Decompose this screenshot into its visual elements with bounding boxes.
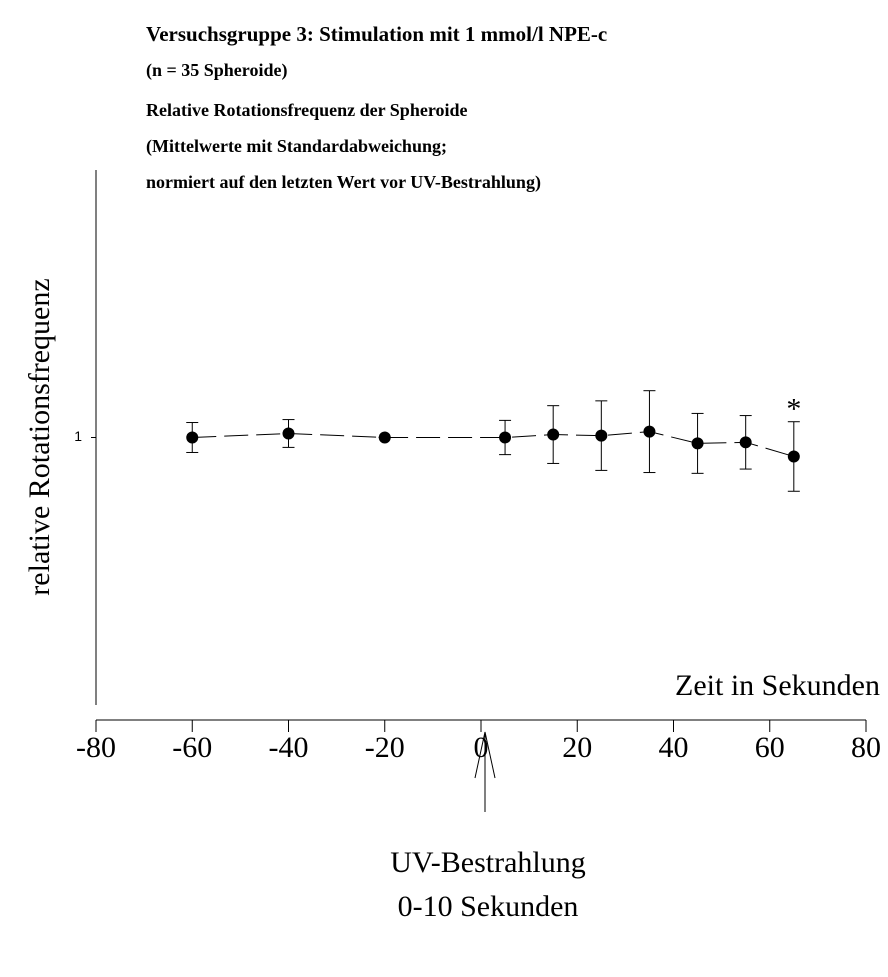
data-point <box>643 425 656 438</box>
data-point <box>282 427 295 440</box>
data-point <box>186 431 199 444</box>
subtitle: (n = 35 Spheroide) <box>146 60 287 81</box>
x-tick-label: -80 <box>76 731 116 764</box>
subtitle: normiert auf den letzten Wert vor UV-Bes… <box>146 172 541 193</box>
data-point <box>547 428 560 441</box>
x-tick-label: 80 <box>851 731 881 764</box>
annotation: UV-Bestrahlung <box>390 846 586 879</box>
x-tick-label: 0 <box>474 731 489 764</box>
x-tick-label: 20 <box>562 731 592 764</box>
x-tick-label: -20 <box>365 731 405 764</box>
data-point <box>739 436 752 449</box>
arrow-head <box>474 731 496 779</box>
x-axis-label: Zeit in Sekunden <box>675 669 880 702</box>
data-point <box>595 429 608 442</box>
y-tick-label: 1 <box>74 428 82 444</box>
chart-title: Versuchsgruppe 3: Stimulation mit 1 mmol… <box>146 22 607 46</box>
x-tick-label: -60 <box>172 731 212 764</box>
data-point <box>787 450 800 463</box>
data-point <box>499 431 512 444</box>
annotation: 0-10 Sekunden <box>398 890 579 923</box>
data-line <box>192 431 794 457</box>
subtitle: (Mittelwerte mit Standardabweichung; <box>146 136 447 157</box>
x-tick-label: -40 <box>269 731 309 764</box>
data-point <box>378 431 391 444</box>
x-tick-label: 40 <box>659 731 689 764</box>
subtitle: Relative Rotationsfrequenz der Spheroide <box>146 100 468 120</box>
y-axis-label: relative Rotationsfrequenz <box>23 278 56 595</box>
data-point <box>691 437 704 450</box>
annotation: * <box>786 393 801 426</box>
x-tick-label: 60 <box>755 731 785 764</box>
